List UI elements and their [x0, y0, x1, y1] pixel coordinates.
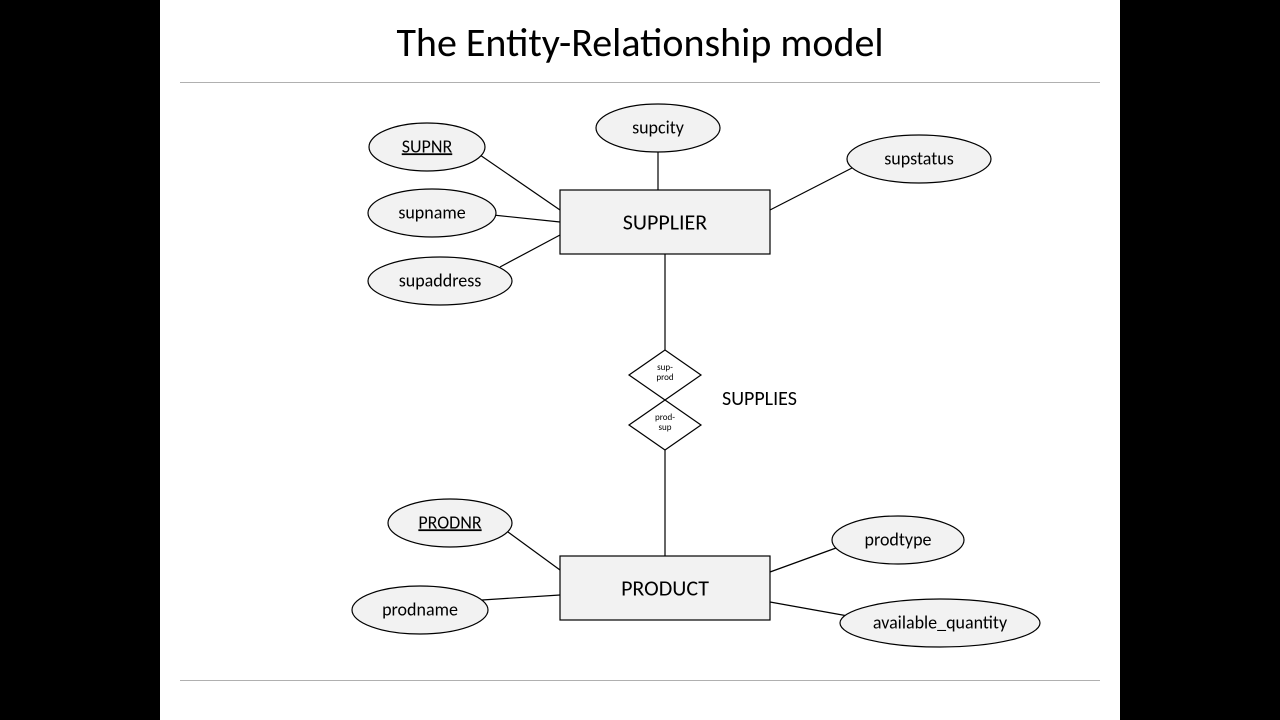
- attr-supstatus-label: supstatus: [884, 147, 954, 169]
- attr-supaddress-label: supaddress: [399, 269, 482, 291]
- entity-product-label: PRODUCT: [621, 574, 709, 601]
- conn-supname: [493, 215, 560, 222]
- conn-supnr: [480, 155, 560, 210]
- conn-supstatus: [770, 168, 852, 210]
- attr-supcity-label: supcity: [632, 116, 685, 138]
- attr-prodtype-label: prodtype: [865, 528, 932, 550]
- attr-supnr-label: SUPNR: [402, 135, 453, 157]
- rel-role-bottom-2: sup: [659, 422, 672, 433]
- attr-prodname-label: prodname: [382, 598, 458, 620]
- attr-prodnr-label: PRODNR: [418, 511, 482, 533]
- rel-role-top-2: prod: [656, 372, 673, 383]
- conn-prodtype: [770, 548, 836, 572]
- slide-canvas: The Entity-Relationship model SUPPLIER P…: [160, 0, 1120, 720]
- conn-supaddress: [500, 235, 560, 267]
- conn-prodnr: [508, 532, 560, 570]
- entity-supplier-label: SUPPLIER: [623, 208, 707, 235]
- attr-supname-label: supname: [398, 201, 465, 223]
- attr-available-quantity-label: available_quantity: [873, 611, 1008, 633]
- conn-prodname: [482, 595, 560, 600]
- conn-availqty: [770, 602, 848, 616]
- er-diagram: SUPPLIER PRODUCT sup- prod prod- sup SUP…: [160, 0, 1120, 720]
- rel-label: SUPPLIES: [722, 387, 797, 411]
